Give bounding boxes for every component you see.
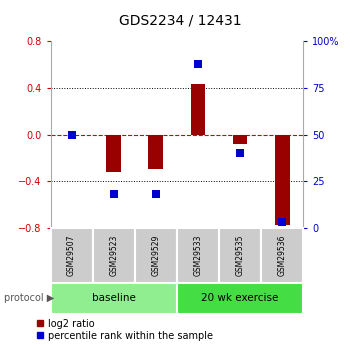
Point: [69, 132, 74, 137]
Text: GSM29507: GSM29507: [67, 235, 76, 276]
Bar: [275, 135, 290, 225]
Bar: [191, 85, 205, 135]
Text: GSM29529: GSM29529: [151, 235, 160, 276]
Point: [111, 191, 117, 197]
Bar: [177, 283, 303, 314]
Text: protocol ▶: protocol ▶: [4, 294, 54, 303]
Text: GSM29523: GSM29523: [109, 235, 118, 276]
Bar: [233, 135, 247, 144]
Bar: [148, 135, 163, 169]
Text: GSM29536: GSM29536: [278, 235, 287, 276]
Bar: [177, 228, 219, 283]
Bar: [51, 283, 177, 314]
Point: [237, 150, 243, 156]
Text: GDS2234 / 12431: GDS2234 / 12431: [119, 14, 242, 28]
Bar: [93, 228, 135, 283]
Bar: [135, 228, 177, 283]
Text: 20 wk exercise: 20 wk exercise: [201, 294, 279, 303]
Bar: [106, 135, 121, 172]
Bar: [51, 228, 93, 283]
Point: [279, 219, 285, 225]
Bar: [219, 228, 261, 283]
Text: GSM29535: GSM29535: [236, 235, 244, 276]
Legend: log2 ratio, percentile rank within the sample: log2 ratio, percentile rank within the s…: [37, 319, 213, 341]
Point: [195, 61, 201, 67]
Bar: [261, 228, 303, 283]
Text: GSM29533: GSM29533: [193, 235, 203, 276]
Point: [153, 191, 159, 197]
Text: baseline: baseline: [92, 294, 136, 303]
